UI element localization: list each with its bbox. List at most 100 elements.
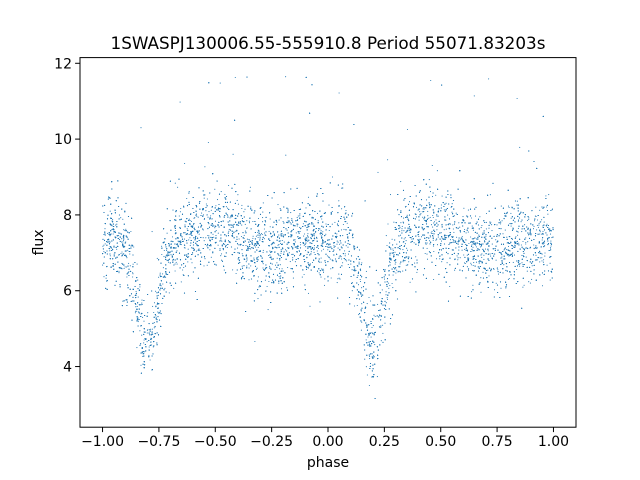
data-point: [461, 236, 463, 238]
data-point: [189, 237, 191, 239]
data-point: [134, 310, 137, 312]
data-point: [520, 221, 522, 223]
data-point: [317, 229, 320, 231]
data-point: [122, 300, 124, 302]
data-point: [550, 245, 552, 247]
data-point: [421, 211, 423, 213]
data-point: [541, 219, 543, 221]
data-point: [220, 239, 222, 241]
data-point: [360, 293, 362, 296]
data-point: [528, 218, 530, 220]
data-point: [278, 244, 280, 246]
data-point: [310, 233, 312, 235]
data-point: [158, 276, 160, 278]
data-point: [122, 218, 124, 220]
data-point: [541, 253, 543, 255]
data-point: [458, 240, 460, 242]
data-point: [305, 207, 307, 209]
data-point: [235, 272, 237, 275]
data-point: [500, 205, 502, 207]
data-point: [488, 275, 490, 277]
data-point: [294, 261, 296, 263]
data-point: [521, 231, 523, 233]
data-point: [341, 258, 343, 260]
data-point: [339, 278, 341, 280]
data-point: [140, 364, 142, 366]
data-point: [118, 272, 120, 274]
data-point: [132, 272, 134, 274]
data-point: [112, 219, 114, 221]
data-point: [484, 248, 487, 250]
data-point: [216, 199, 219, 201]
data-point: [470, 236, 472, 238]
data-point: [211, 206, 213, 208]
data-point: [428, 217, 430, 219]
data-point: [443, 209, 445, 211]
data-point: [450, 206, 452, 208]
data-point: [521, 262, 523, 264]
data-point: [405, 264, 407, 266]
data-point: [462, 239, 465, 241]
data-point: [194, 237, 197, 239]
data-point: [399, 230, 401, 232]
data-point: [125, 228, 127, 230]
data-point: [364, 358, 366, 360]
data-point: [449, 239, 452, 241]
data-point: [522, 286, 524, 288]
data-point: [432, 239, 434, 241]
data-point: [246, 227, 248, 229]
data-point: [522, 240, 524, 243]
data-point: [278, 219, 280, 221]
data-point: [118, 239, 121, 241]
data-point: [538, 224, 540, 226]
data-point: [236, 199, 238, 201]
data-point: [483, 236, 485, 238]
data-point: [365, 339, 367, 341]
data-point: [508, 242, 510, 244]
data-point: [532, 228, 535, 230]
data-point: [205, 210, 207, 212]
data-point: [102, 264, 104, 266]
data-point: [538, 222, 540, 224]
data-point: [430, 79, 432, 82]
data-point: [360, 329, 362, 331]
data-point: [418, 219, 420, 221]
data-point: [342, 223, 344, 226]
data-point: [488, 78, 490, 80]
data-point: [137, 296, 139, 298]
data-point: [126, 266, 128, 268]
data-point: [241, 207, 243, 210]
data-point: [244, 208, 246, 210]
data-point: [333, 245, 335, 247]
data-point: [339, 255, 341, 257]
data-point: [480, 227, 482, 229]
data-point: [212, 225, 214, 228]
data-point: [186, 197, 188, 200]
data-point: [252, 235, 254, 237]
data-point: [361, 303, 363, 305]
data-point: [517, 234, 519, 236]
data-point: [533, 248, 535, 250]
data-point: [136, 310, 138, 312]
data-point: [373, 314, 375, 316]
data-point: [257, 246, 259, 248]
data-point: [306, 227, 308, 229]
data-point: [475, 261, 478, 263]
data-point: [471, 242, 474, 244]
data-point: [467, 209, 469, 211]
data-point: [501, 256, 503, 258]
data-point: [458, 249, 460, 251]
data-point: [547, 238, 549, 241]
data-point: [240, 235, 243, 238]
data-point: [343, 228, 345, 230]
data-point: [528, 217, 530, 219]
data-point: [472, 264, 474, 267]
data-point: [157, 311, 159, 313]
data-point: [264, 232, 266, 234]
data-point: [358, 314, 360, 316]
data-point: [234, 76, 236, 79]
data-point: [287, 252, 289, 254]
data-point: [402, 270, 404, 272]
data-point: [365, 270, 367, 272]
data-point: [430, 232, 432, 234]
